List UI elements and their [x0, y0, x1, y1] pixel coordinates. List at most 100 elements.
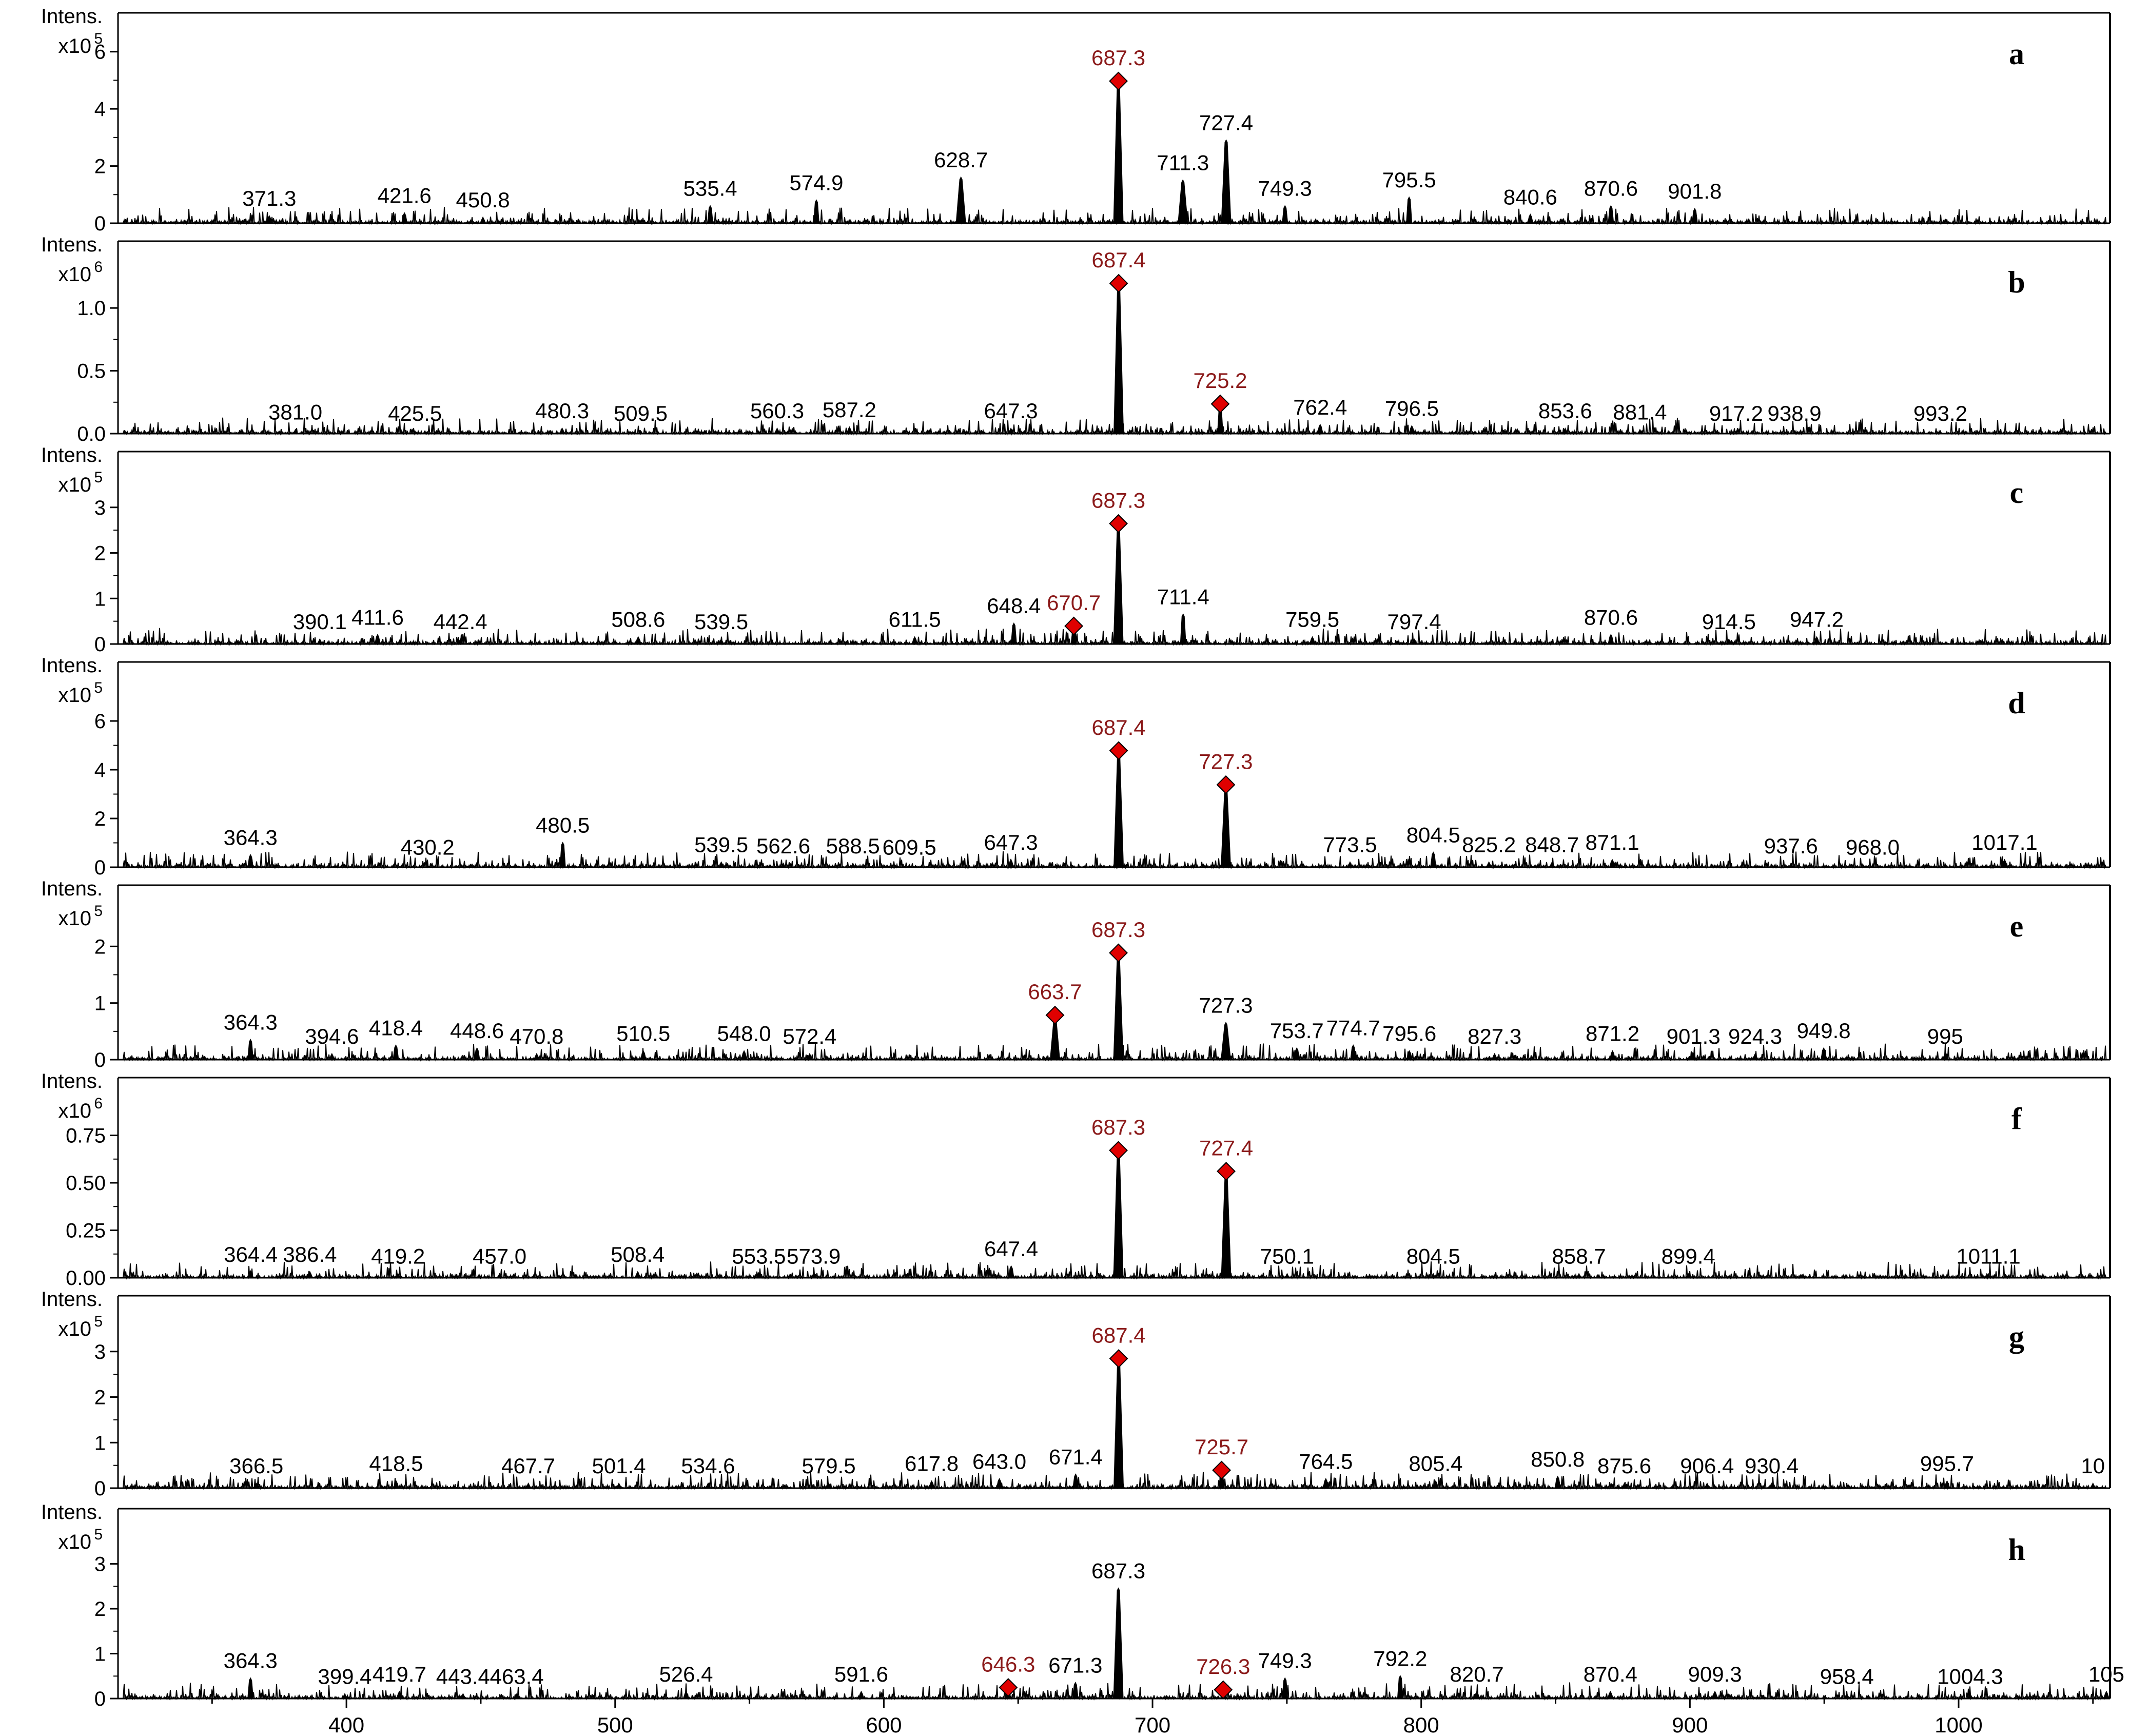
y-tick-label: 0: [94, 212, 106, 235]
peak-label: 958.4: [1820, 1664, 1874, 1688]
peak-label: 448.6: [450, 1019, 504, 1043]
peak-label: 617.8: [905, 1452, 959, 1476]
y-unit-label: Intens.: [41, 5, 103, 28]
peak-label: 390.1: [293, 610, 347, 634]
y-tick-label: 1: [94, 992, 106, 1015]
peak: [394, 1273, 402, 1278]
peak-label: 560.3: [750, 399, 804, 423]
peak-label: 795.6: [1382, 1021, 1436, 1045]
peak: [474, 1047, 480, 1060]
peak: [1704, 1482, 1711, 1489]
peak: [247, 854, 254, 868]
peak-label: 573.9: [787, 1244, 841, 1269]
peak: [1609, 1050, 1616, 1060]
y-tick-label: 6: [94, 710, 106, 733]
peak-label: 968.0: [1846, 835, 1900, 859]
peak-label: 443.4: [436, 1664, 490, 1688]
peak-label: 909.3: [1688, 1662, 1742, 1686]
peak: [316, 638, 324, 645]
peak: [1725, 638, 1733, 645]
peak: [846, 426, 853, 434]
y-exponent-label: x10: [58, 1100, 92, 1122]
x-tick-label: 700: [1135, 1713, 1170, 1736]
peak-label: 687.3: [1091, 918, 1145, 942]
peak-label: 588.5: [826, 834, 880, 858]
y-tick-label: 0: [94, 633, 106, 656]
peak-label: 750.1: [1260, 1244, 1314, 1269]
peak-label: 917.2: [1709, 401, 1763, 425]
peak: [533, 1052, 540, 1060]
peak-marker: [1045, 1005, 1065, 1025]
peak: [1768, 1482, 1775, 1489]
peak-label: 711.3: [1157, 150, 1209, 174]
peak: [635, 636, 642, 645]
peak: [1350, 1044, 1357, 1060]
peak-label: 508.4: [611, 1242, 665, 1266]
peak: [291, 428, 299, 434]
peak-label: 648.4: [987, 594, 1041, 618]
peak: [1007, 859, 1014, 868]
peak-label: 727.4: [1199, 110, 1253, 134]
peak-marker: [1064, 616, 1084, 636]
y-exponent-label: x10: [58, 1531, 92, 1553]
y-unit-label: Intens.: [41, 654, 103, 677]
peak: [1406, 196, 1413, 224]
peak-label: 394.6: [305, 1024, 359, 1048]
panel-d: Intens. x10 5 0 2 4 6 364.3 430.2 480.5 539.5 562.6…: [41, 654, 2111, 879]
peak: [524, 1482, 532, 1489]
peak-label: 796.5: [1385, 396, 1439, 420]
peak-label: 906.4: [1680, 1454, 1734, 1478]
peak-label: 870.6: [1584, 177, 1638, 201]
peak: [2001, 859, 2008, 868]
peak-label: 1011.1: [1956, 1244, 2020, 1269]
peak-marker: [1210, 394, 1230, 414]
y-tick-label: 0.25: [66, 1220, 106, 1242]
peak-label: 727.3: [1199, 993, 1253, 1017]
y-exponent-label: x10: [58, 684, 92, 707]
y-unit-label: Intens.: [41, 1501, 103, 1524]
peak: [707, 205, 714, 224]
peak-label: 399.4: [318, 1664, 372, 1688]
peak: [1220, 1022, 1232, 1060]
x-tick-label: 500: [597, 1713, 633, 1736]
peak-label: 411.6: [351, 605, 404, 629]
peak-label: 773.5: [1323, 833, 1377, 857]
peak: [911, 636, 918, 645]
peak: [1430, 851, 1437, 868]
y-tick-label: 2: [94, 808, 106, 830]
peak: [393, 1044, 399, 1060]
peak-label: 480.3: [535, 399, 589, 423]
y-tick-label: 2: [94, 935, 106, 958]
peak-label: 827.3: [1468, 1024, 1521, 1048]
y-tick-label: 1.0: [77, 297, 106, 320]
peak: [328, 1052, 336, 1060]
peak-label: 687.4: [1092, 715, 1146, 739]
peak-label: 366.5: [229, 1454, 283, 1478]
peak-label: 442.4: [434, 610, 487, 634]
peak: [717, 861, 725, 868]
peak-label: 591.6: [834, 1662, 888, 1686]
peak: [1317, 423, 1324, 434]
peak-label: 579.5: [802, 1454, 855, 1478]
peak-label: 858.7: [1552, 1244, 1606, 1269]
peak-label: 687.3: [1091, 488, 1145, 512]
peak-label: 901.3: [1667, 1024, 1721, 1048]
y-tick-label: 1: [94, 1643, 106, 1666]
peak: [906, 864, 912, 868]
panel-letter: a: [2009, 37, 2024, 71]
peak: [1221, 139, 1232, 224]
peak-label: 881.4: [1613, 400, 1667, 424]
peak-label: 450.8: [456, 188, 510, 212]
peak: [306, 1271, 314, 1278]
y-tick-label: 3: [94, 1553, 106, 1576]
peak: [1406, 1050, 1413, 1060]
peak: [1690, 1052, 1697, 1060]
y-exponent-power: 5: [94, 1313, 103, 1330]
peak-marker: [1109, 1141, 1128, 1160]
peak: [1178, 179, 1188, 224]
panel-a: Intens. x10 5 0 2 4 6 371.3 421.6 450.8 535.4 574.9…: [41, 5, 2111, 235]
peak: [1283, 1273, 1291, 1278]
y-unit-label: Intens.: [41, 1288, 103, 1311]
peak-label: 870.4: [1584, 1662, 1637, 1686]
x-tick-label: 1000: [1934, 1713, 1982, 1736]
